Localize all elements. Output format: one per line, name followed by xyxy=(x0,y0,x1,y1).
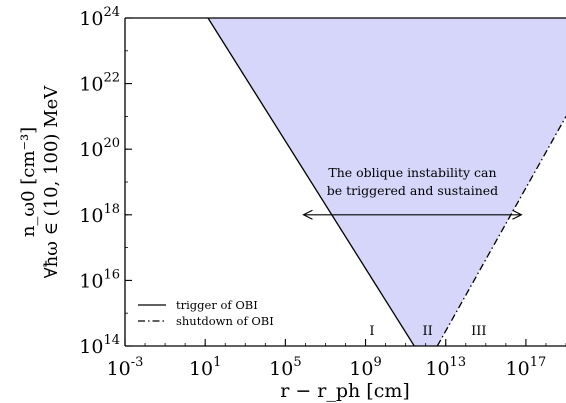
x-tick-label: 109 xyxy=(349,355,381,380)
x-tick-label: 1013 xyxy=(425,355,466,380)
region-label: III xyxy=(471,324,486,339)
x-tick-label: 101 xyxy=(189,355,221,380)
annotation-line2: be triggered and sustained xyxy=(327,183,498,198)
series-line-0 xyxy=(207,17,415,347)
shaded-region xyxy=(208,18,566,346)
annotation-arrow-head-right xyxy=(512,209,523,220)
x-tick-label: 1017 xyxy=(506,355,547,380)
y-tick-label: 1020 xyxy=(79,136,120,161)
y-tick-label: 1024 xyxy=(79,5,120,30)
legend-label-0: trigger of OBI xyxy=(176,298,258,312)
x-tick-label: 10-3 xyxy=(107,355,144,380)
y-tick-label: 1014 xyxy=(79,333,120,358)
x-tick-label: 105 xyxy=(269,355,301,380)
y-axis-label-line1: n_ω0 [cm⁻³] xyxy=(18,127,39,237)
region-label: I xyxy=(369,324,374,339)
annotation-arrow-head-left xyxy=(302,209,313,220)
y-tick-label: 1018 xyxy=(79,202,120,227)
annotation-line1: The oblique instability can xyxy=(328,165,496,180)
legend-label-1: shutdown of OBI xyxy=(176,314,274,328)
y-tick-label: 1022 xyxy=(79,71,120,96)
region-label: II xyxy=(422,324,432,339)
y-tick-label: 1016 xyxy=(79,267,120,292)
y-axis-label-line2: ∀ħω ∈ (10, 100) MeV xyxy=(41,85,62,278)
x-axis-label: r − r_ph [cm] xyxy=(280,380,410,402)
series-line-1 xyxy=(436,116,566,347)
